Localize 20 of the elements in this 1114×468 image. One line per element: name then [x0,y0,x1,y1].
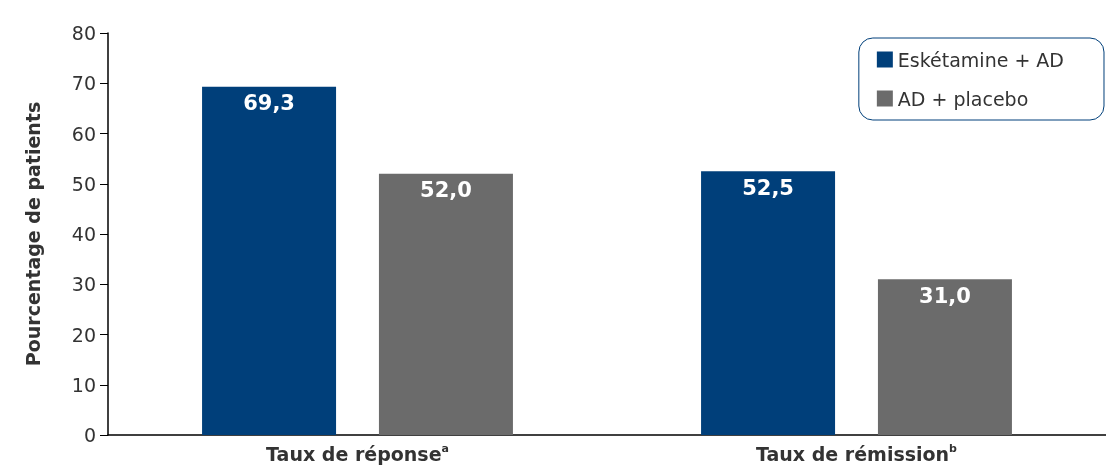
data-label: 69,3 [243,91,295,116]
bar [701,171,836,435]
data-label: 31,0 [919,283,971,308]
bar [202,86,337,435]
y-tick-label: 70 [71,72,96,95]
legend-label: AD + placebo [897,87,1029,110]
y-tick-label: 40 [71,223,96,245]
y-tick-label: 50 [71,172,96,195]
legend-label: Eskétamine + AD [897,48,1065,71]
data-label: 52,0 [420,178,472,203]
y-tick-label: 0 [83,424,96,446]
y-tick-label: 30 [71,273,96,296]
data-label: 52,5 [742,175,794,200]
y-tick-label: 20 [71,323,96,346]
y-tick-label: 10 [71,373,96,396]
y-axis-title: Pourcentage de patients [21,101,44,367]
bar [877,279,1012,435]
y-tick-label: 80 [71,22,96,44]
bar [378,173,513,435]
y-tick-label: 60 [71,122,96,145]
